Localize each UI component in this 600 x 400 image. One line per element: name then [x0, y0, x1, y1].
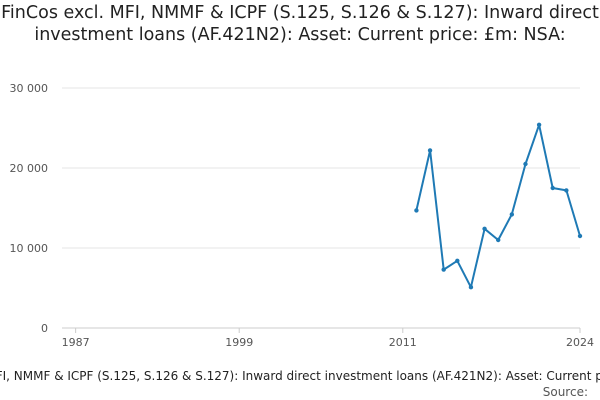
x-axis-ticks: 1987 1999 2011 2024	[62, 328, 594, 349]
data-point[interactable]	[482, 226, 487, 231]
x-tick-label: 1999	[225, 336, 253, 349]
x-tick-label: 2011	[389, 336, 417, 349]
data-point[interactable]	[509, 212, 515, 217]
gridlines	[62, 87, 580, 249]
data-point[interactable]	[536, 122, 542, 128]
y-axis-ticks: 0 10 000 20 000 30 000	[10, 82, 49, 335]
chart-title: FinCos excl. MFI, NMMF & ICPF (S.125, S.…	[1, 3, 599, 45]
x-tick-label: 1987	[62, 336, 90, 349]
data-point[interactable]	[564, 188, 569, 193]
data-point[interactable]	[427, 148, 433, 153]
series-line	[415, 123, 581, 289]
y-tick-label: 30 000	[10, 82, 49, 95]
data-point[interactable]	[550, 185, 555, 191]
y-tick-label: 0	[41, 322, 48, 335]
y-tick-label: 20 000	[10, 162, 49, 175]
source-label: Source:	[543, 385, 588, 399]
data-point[interactable]	[523, 161, 528, 167]
data-point[interactable]	[468, 285, 474, 290]
data-point[interactable]	[496, 237, 501, 243]
bottom-caption: FinCos excl. MFI, NMMF & ICPF (S.125, S.…	[0, 369, 600, 383]
y-tick-label: 10 000	[10, 242, 49, 255]
x-tick-label: 2024	[566, 336, 594, 349]
data-point[interactable]	[577, 233, 583, 239]
data-point[interactable]	[455, 258, 460, 263]
data-point[interactable]	[414, 208, 419, 213]
series-group	[414, 122, 583, 290]
data-point[interactable]	[441, 267, 446, 272]
